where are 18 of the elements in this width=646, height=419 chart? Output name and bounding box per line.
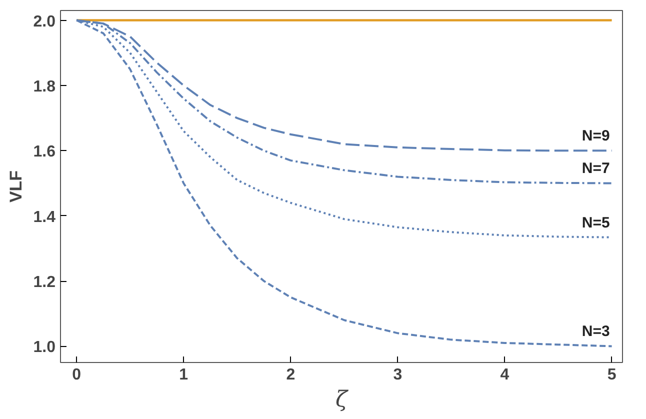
series-label: N=9 — [582, 128, 610, 145]
x-tick-label: 3 — [393, 366, 402, 384]
x-tick-label: 4 — [500, 366, 510, 384]
y-tick-label: 1.2 — [33, 274, 56, 292]
series-label: N=7 — [582, 160, 610, 178]
y-tick-label: 2.0 — [33, 13, 56, 30]
x-tick-label: 1 — [179, 366, 188, 384]
y-tick-label: 1.0 — [33, 339, 56, 356]
y-tick-label: 1.6 — [33, 144, 56, 161]
series-label: N=5 — [582, 214, 610, 232]
x-tick-label: 0 — [72, 366, 82, 384]
y-tick-label: 1.4 — [33, 208, 56, 226]
x-axis-title: ζ — [336, 388, 350, 412]
y-axis-title: VLF — [6, 170, 26, 203]
y-tick-label: 1.8 — [33, 78, 56, 96]
series-label: N=3 — [582, 323, 610, 340]
x-tick-label: 5 — [607, 366, 616, 384]
x-tick-label: 2 — [286, 366, 296, 384]
